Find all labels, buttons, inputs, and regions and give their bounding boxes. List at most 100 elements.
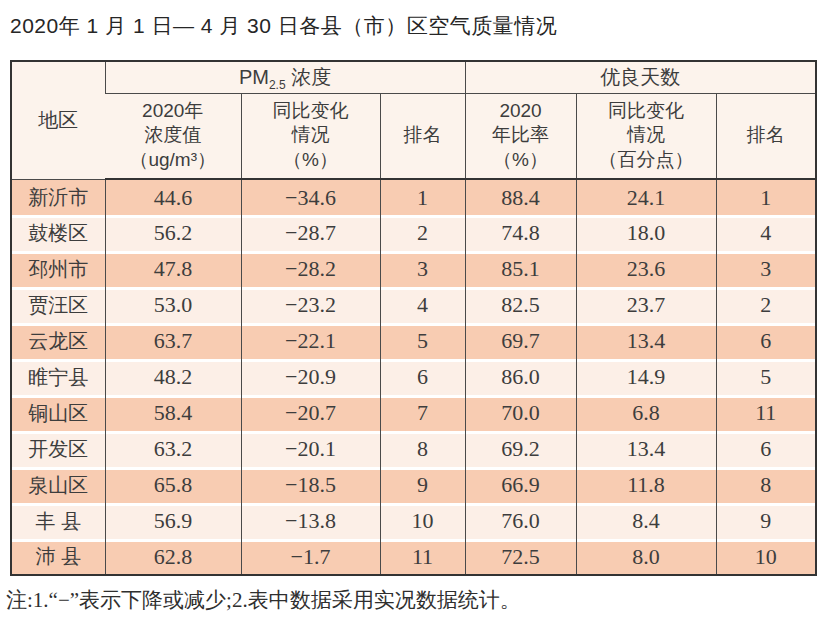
- cell-pm_value: 63.7: [105, 323, 241, 359]
- table-row: 贾汪区53.0−23.2482.523.72: [11, 287, 816, 323]
- table-row: 泉山区65.8−18.5966.911.88: [11, 467, 816, 503]
- cell-region: 邳州市: [11, 251, 105, 287]
- cell-days_change: 8.4: [576, 503, 716, 539]
- cell-pm_value: 53.0: [105, 287, 241, 323]
- cell-region: 云龙区: [11, 323, 105, 359]
- cell-region: 开发区: [11, 431, 105, 467]
- header-pm25-group: PM2.5 浓度: [105, 61, 465, 93]
- cell-pm_change: −22.1: [241, 323, 380, 359]
- table-header: 地区 PM2.5 浓度 优良天数 2020年 浓度值 （ug/m³） 同比变化 …: [11, 61, 816, 179]
- cell-days_rank: 4: [716, 215, 816, 251]
- cell-pm_value: 58.4: [105, 395, 241, 431]
- cell-days_rate: 85.1: [465, 251, 576, 287]
- table-row: 云龙区63.7−22.1569.713.46: [11, 323, 816, 359]
- cell-region: 丰 县: [11, 503, 105, 539]
- header-sub-row: 2020年 浓度值 （ug/m³） 同比变化 情况 （%） 排名 2020 年比…: [11, 93, 816, 179]
- cell-pm_value: 65.8: [105, 467, 241, 503]
- cell-region: 新沂市: [11, 179, 105, 215]
- cell-pm_rank: 9: [380, 467, 465, 503]
- cell-pm_rank: 7: [380, 395, 465, 431]
- table-row: 睢宁县48.2−20.9686.014.95: [11, 359, 816, 395]
- cell-pm_change: −28.7: [241, 215, 380, 251]
- cell-pm_rank: 3: [380, 251, 465, 287]
- cell-pm_rank: 5: [380, 323, 465, 359]
- cell-days_change: 23.6: [576, 251, 716, 287]
- cell-days_change: 18.0: [576, 215, 716, 251]
- table-row: 丰 县56.9−13.81076.08.49: [11, 503, 816, 539]
- cell-days_rank: 9: [716, 503, 816, 539]
- cell-pm_rank: 8: [380, 431, 465, 467]
- cell-days_change: 23.7: [576, 287, 716, 323]
- cell-days_change: 6.8: [576, 395, 716, 431]
- table-row: 鼓楼区56.2−28.7274.818.04: [11, 215, 816, 251]
- header-region: 地区: [11, 61, 105, 179]
- cell-pm_change: −28.2: [241, 251, 380, 287]
- cell-days_change: 13.4: [576, 431, 716, 467]
- header-days-rank: 排名: [716, 93, 816, 179]
- cell-days_rate: 76.0: [465, 503, 576, 539]
- cell-days_rate: 82.5: [465, 287, 576, 323]
- cell-days_rank: 1: [716, 179, 816, 215]
- cell-pm_change: −23.2: [241, 287, 380, 323]
- cell-days_rank: 5: [716, 359, 816, 395]
- cell-pm_rank: 6: [380, 359, 465, 395]
- cell-pm_rank: 4: [380, 287, 465, 323]
- cell-pm_change: −18.5: [241, 467, 380, 503]
- page-title: 2020年 1 月 1 日— 4 月 30 日各县（市）区空气质量情况: [10, 12, 557, 40]
- cell-pm_change: −1.7: [241, 539, 380, 575]
- cell-days_rate: 74.8: [465, 215, 576, 251]
- cell-days_rank: 10: [716, 539, 816, 575]
- cell-region: 泉山区: [11, 467, 105, 503]
- pm25-label-suffix: 浓度: [286, 66, 332, 88]
- cell-pm_rank: 2: [380, 215, 465, 251]
- cell-region: 铜山区: [11, 395, 105, 431]
- air-quality-table: 地区 PM2.5 浓度 优良天数 2020年 浓度值 （ug/m³） 同比变化 …: [10, 60, 817, 576]
- header-days-change: 同比变化 情况 （百分点）: [576, 93, 716, 179]
- cell-days_change: 11.8: [576, 467, 716, 503]
- cell-days_rank: 11: [716, 395, 816, 431]
- footnote: 注:1.“−”表示下降或减少;2.表中数据采用实况数据统计。: [6, 586, 521, 614]
- table-row: 沛 县62.8−1.71172.58.010: [11, 539, 816, 575]
- header-pm-change: 同比变化 情况 （%）: [241, 93, 380, 179]
- cell-days_rate: 72.5: [465, 539, 576, 575]
- cell-pm_value: 62.8: [105, 539, 241, 575]
- cell-region: 鼓楼区: [11, 215, 105, 251]
- header-days-rate: 2020 年比率 （%）: [465, 93, 576, 179]
- cell-days_rank: 3: [716, 251, 816, 287]
- pm25-label-prefix: PM: [239, 66, 269, 88]
- cell-pm_change: −34.6: [241, 179, 380, 215]
- cell-region: 睢宁县: [11, 359, 105, 395]
- header-pm-rank: 排名: [380, 93, 465, 179]
- cell-days_change: 24.1: [576, 179, 716, 215]
- cell-pm_rank: 11: [380, 539, 465, 575]
- cell-pm_change: −13.8: [241, 503, 380, 539]
- table-row: 新沂市44.6−34.6188.424.11: [11, 179, 816, 215]
- cell-pm_change: −20.7: [241, 395, 380, 431]
- table-row: 开发区63.2−20.1869.213.46: [11, 431, 816, 467]
- pm25-label-subscript: 2.5: [269, 78, 286, 92]
- cell-days_rank: 6: [716, 323, 816, 359]
- cell-days_rate: 69.7: [465, 323, 576, 359]
- cell-days_rank: 2: [716, 287, 816, 323]
- cell-pm_value: 56.2: [105, 215, 241, 251]
- cell-pm_rank: 10: [380, 503, 465, 539]
- cell-days_rate: 69.2: [465, 431, 576, 467]
- cell-days_rate: 66.9: [465, 467, 576, 503]
- table-row: 邳州市47.8−28.2385.123.63: [11, 251, 816, 287]
- cell-pm_value: 47.8: [105, 251, 241, 287]
- cell-days_rank: 8: [716, 467, 816, 503]
- cell-region: 沛 县: [11, 539, 105, 575]
- header-pm-value: 2020年 浓度值 （ug/m³）: [105, 93, 241, 179]
- cell-pm_change: −20.9: [241, 359, 380, 395]
- cell-pm_value: 44.6: [105, 179, 241, 215]
- cell-pm_change: −20.1: [241, 431, 380, 467]
- cell-region: 贾汪区: [11, 287, 105, 323]
- table-body: 新沂市44.6−34.6188.424.11鼓楼区56.2−28.7274.81…: [11, 179, 816, 575]
- cell-days_change: 8.0: [576, 539, 716, 575]
- header-good-days-group: 优良天数: [465, 61, 816, 93]
- cell-days_change: 13.4: [576, 323, 716, 359]
- cell-days_rate: 86.0: [465, 359, 576, 395]
- table-row: 铜山区58.4−20.7770.06.811: [11, 395, 816, 431]
- cell-pm_rank: 1: [380, 179, 465, 215]
- cell-pm_value: 56.9: [105, 503, 241, 539]
